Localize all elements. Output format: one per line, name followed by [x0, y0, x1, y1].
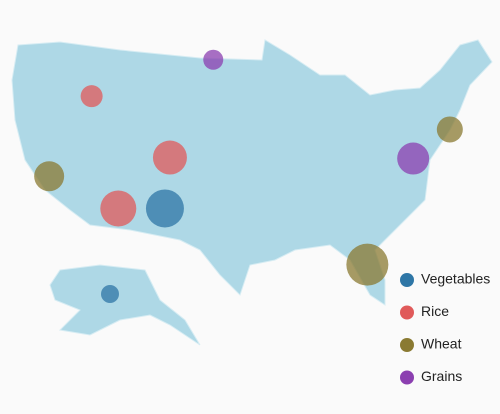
- bubble: [203, 49, 224, 70]
- legend-swatch: [400, 273, 414, 287]
- bubble: [436, 116, 463, 143]
- bubble: [145, 189, 184, 228]
- legend-swatch: [400, 338, 414, 352]
- legend-label: Vegetables: [421, 271, 490, 287]
- bubble: [34, 161, 65, 192]
- bubble: [80, 85, 103, 108]
- bubble: [100, 190, 137, 227]
- legend-label: Wheat: [421, 336, 462, 352]
- bubble: [346, 243, 389, 286]
- alaska-map: [49, 264, 201, 346]
- legend-label: Grains: [421, 368, 462, 384]
- bubble: [397, 142, 430, 175]
- legend-label: Rice: [421, 303, 449, 319]
- bubble: [152, 140, 187, 175]
- legend-swatch: [400, 305, 414, 320]
- legend-swatch: [400, 370, 414, 385]
- usa-map: [11, 39, 493, 306]
- bubble: [101, 285, 119, 303]
